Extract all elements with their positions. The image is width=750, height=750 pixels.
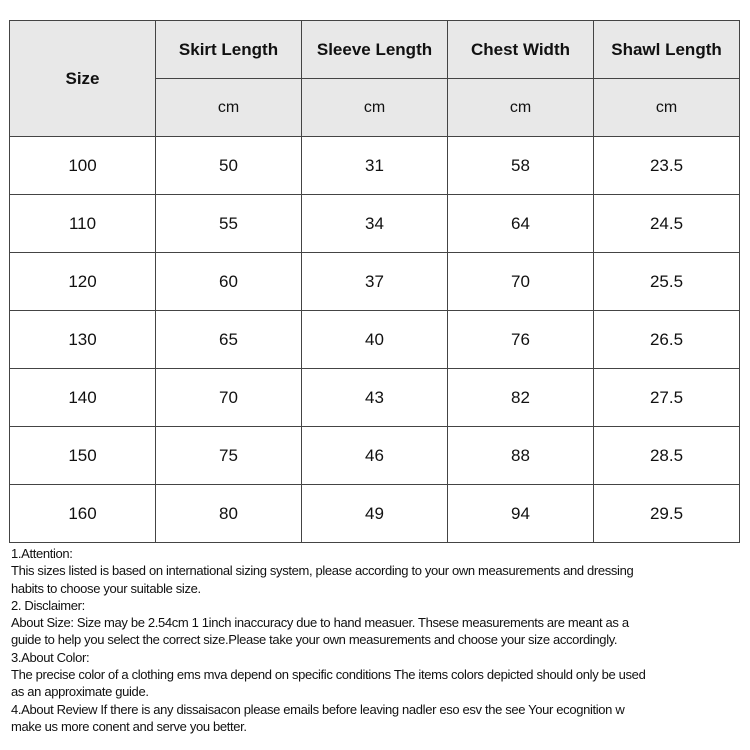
note-line: make us more conent and serve you better…: [11, 718, 247, 734]
size-header: Size: [9, 20, 156, 137]
note-line: This sizes listed is based on internatio…: [11, 563, 634, 579]
size-cell: 160: [9, 484, 156, 543]
note-line: The precise color of a clothing ems mva …: [11, 667, 646, 683]
notes-section: 1.Attention: This sizes listed is based o…: [11, 545, 746, 735]
column-header: Chest Width: [447, 20, 594, 79]
measurement-cell: 24.5: [593, 194, 740, 253]
measurement-cell: 60: [155, 252, 302, 311]
measurement-cell: 23.5: [593, 136, 740, 195]
measurement-cell: 27.5: [593, 368, 740, 427]
size-chart-table: Size Skirt Length Sleeve Length Chest Wi…: [9, 20, 740, 543]
table-row: 150 75 46 88 28.5: [9, 426, 740, 485]
note-line: as an approximate guide.: [11, 684, 149, 700]
column-header: Sleeve Length: [301, 20, 448, 79]
measurement-cell: 31: [301, 136, 448, 195]
size-cell: 140: [9, 368, 156, 427]
measurement-cell: 70: [155, 368, 302, 427]
unit-cell: cm: [155, 78, 302, 137]
note-line: 2. Disclaimer:: [11, 597, 85, 613]
measurement-cell: 46: [301, 426, 448, 485]
measurement-cell: 28.5: [593, 426, 740, 485]
table-row: 120 60 37 70 25.5: [9, 252, 740, 311]
size-cell: 150: [9, 426, 156, 485]
measurement-cell: 64: [447, 194, 594, 253]
measurement-cell: 29.5: [593, 484, 740, 543]
measurement-cell: 76: [447, 310, 594, 369]
unit-cell: cm: [593, 78, 740, 137]
size-cell: 130: [9, 310, 156, 369]
note-line: 3.About Color:: [11, 649, 90, 665]
note-line: 4.About Review If there is any dissaisac…: [11, 701, 625, 717]
column-header: Skirt Length: [155, 20, 302, 79]
table-row: 130 65 40 76 26.5: [9, 310, 740, 369]
note-line: About Size: Size may be 2.54cm 1 1inch i…: [11, 615, 629, 631]
table-row: 160 80 49 94 29.5: [9, 484, 740, 543]
size-cell: 120: [9, 252, 156, 311]
measurement-cell: 25.5: [593, 252, 740, 311]
table-row: 110 55 34 64 24.5: [9, 194, 740, 253]
measurement-cell: 70: [447, 252, 594, 311]
measurement-cell: 50: [155, 136, 302, 195]
measurement-cell: 40: [301, 310, 448, 369]
measurement-cell: 37: [301, 252, 448, 311]
measurement-cell: 43: [301, 368, 448, 427]
table-row: 100 50 31 58 23.5: [9, 136, 740, 195]
note-line: habits to choose your suitable size.: [11, 580, 201, 596]
measurement-cell: 75: [155, 426, 302, 485]
measurement-cell: 82: [447, 368, 594, 427]
table-row: 140 70 43 82 27.5: [9, 368, 740, 427]
measurement-cell: 80: [155, 484, 302, 543]
measurement-cell: 65: [155, 310, 302, 369]
measurement-cell: 55: [155, 194, 302, 253]
measurement-cell: 88: [447, 426, 594, 485]
measurement-cell: 58: [447, 136, 594, 195]
note-line: guide to help you select the correct siz…: [11, 632, 618, 648]
size-cell: 100: [9, 136, 156, 195]
unit-cell: cm: [447, 78, 594, 137]
unit-cell: cm: [301, 78, 448, 137]
column-header: Shawl Length: [593, 20, 740, 79]
measurement-cell: 49: [301, 484, 448, 543]
measurement-cell: 34: [301, 194, 448, 253]
measurement-cell: 94: [447, 484, 594, 543]
size-cell: 110: [9, 194, 156, 253]
measurement-cell: 26.5: [593, 310, 740, 369]
note-line: 1.Attention:: [11, 546, 73, 561]
